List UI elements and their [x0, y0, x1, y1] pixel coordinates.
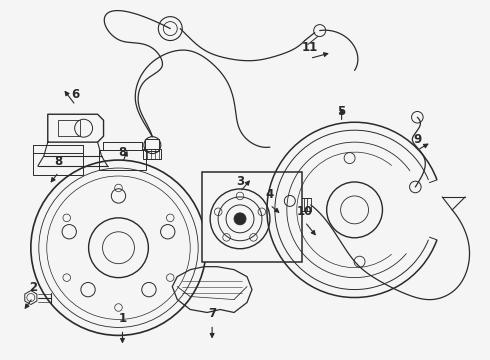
Text: 5: 5	[338, 105, 346, 118]
Text: 8: 8	[119, 146, 126, 159]
Text: 3: 3	[236, 175, 244, 188]
Text: 8: 8	[54, 155, 63, 168]
Bar	[144, 149, 161, 159]
Bar	[33, 153, 83, 175]
Text: 9: 9	[413, 133, 421, 146]
Bar	[202, 172, 302, 262]
Bar	[146, 139, 159, 151]
Text: 2: 2	[29, 280, 37, 293]
Text: 11: 11	[302, 41, 318, 54]
Circle shape	[234, 213, 246, 225]
Text: 10: 10	[296, 205, 313, 218]
Bar	[98, 150, 147, 170]
Text: 4: 4	[266, 188, 274, 201]
Bar	[58, 120, 80, 136]
Text: 6: 6	[72, 88, 80, 101]
Text: 7: 7	[208, 307, 216, 320]
Text: 1: 1	[119, 312, 126, 325]
